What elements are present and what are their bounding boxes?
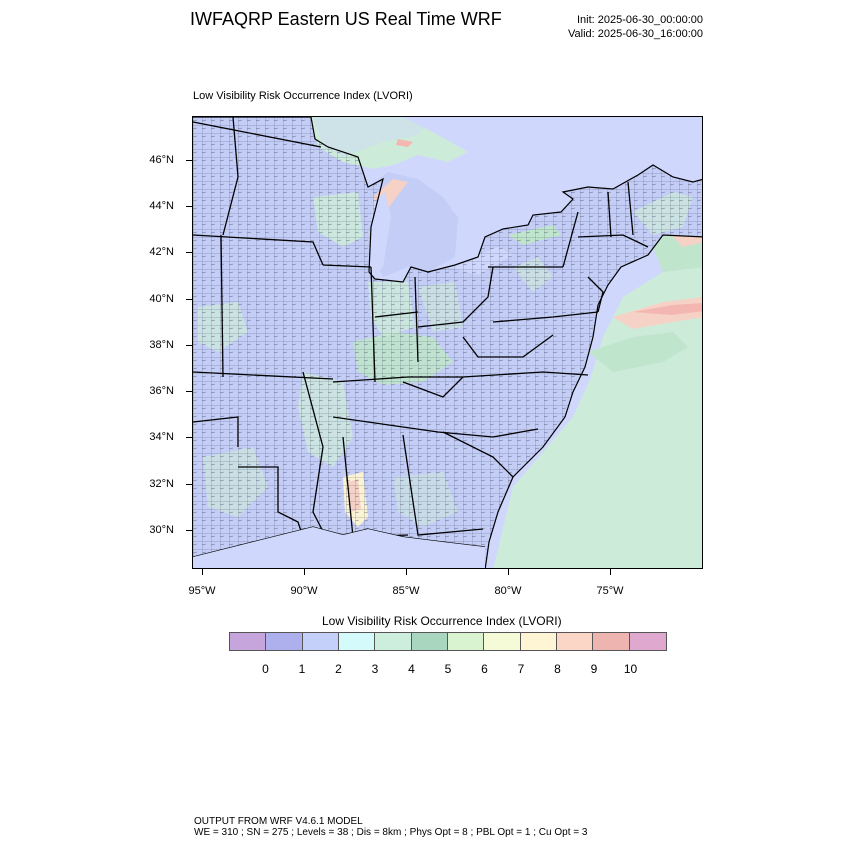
colorbar-cell bbox=[593, 633, 630, 650]
lon-tick bbox=[406, 569, 407, 575]
lat-label: 30°N bbox=[149, 524, 174, 536]
lat-label: 46°N bbox=[149, 154, 174, 166]
colorbar-cell bbox=[629, 633, 666, 650]
colorbar-label: 5 bbox=[444, 662, 452, 676]
colorbar-label: 8 bbox=[554, 662, 561, 676]
lat-tick bbox=[186, 484, 192, 485]
gulf-water bbox=[193, 527, 485, 568]
footer-model-line: OUTPUT FROM WRF V4.6.1 MODEL bbox=[194, 816, 363, 827]
colorbar-cell bbox=[520, 633, 557, 650]
valid-time: Valid: 2025-06-30_16:00:00 bbox=[568, 28, 703, 40]
lat-label: 34°N bbox=[149, 431, 174, 443]
init-time: Init: 2025-06-30_00:00:00 bbox=[577, 14, 703, 26]
lat-tick bbox=[186, 299, 192, 300]
colorbar-cell bbox=[375, 633, 412, 650]
lat-tick bbox=[186, 206, 192, 207]
state-boundaries bbox=[193, 117, 649, 558]
atlantic-high-core bbox=[633, 303, 702, 315]
lon-label: 90°W bbox=[290, 585, 318, 597]
lon-label: 80°W bbox=[494, 585, 522, 597]
coastline bbox=[193, 117, 702, 568]
colorbar-cell bbox=[302, 633, 339, 650]
lon-label: 85°W bbox=[392, 585, 420, 597]
lat-label: 44°N bbox=[149, 200, 174, 212]
lat-label: 42°N bbox=[149, 246, 174, 258]
lon-tick bbox=[304, 569, 305, 575]
lat-tick bbox=[186, 391, 192, 392]
main-title: IWFAQRP Eastern US Real Time WRF bbox=[190, 9, 502, 29]
lat-tick bbox=[186, 160, 192, 161]
colorbar-label: 9 bbox=[590, 662, 598, 676]
lon-label: 75°W bbox=[596, 585, 624, 597]
footer-config-line: WE = 310 ; SN = 275 ; Levels = 38 ; Dis … bbox=[194, 827, 588, 838]
colorbar-cell bbox=[447, 633, 485, 650]
colorbar-cell bbox=[411, 633, 448, 650]
lat-label: 38°N bbox=[149, 339, 174, 351]
map-panel bbox=[192, 116, 703, 569]
map-subtitle: Low Visibility Risk Occurrence Index (LV… bbox=[193, 90, 413, 102]
colorbar-label: 1 bbox=[298, 662, 306, 676]
lat-tick bbox=[186, 437, 192, 438]
atlantic-elevated-patch bbox=[588, 332, 688, 372]
map-svg bbox=[193, 117, 702, 568]
lat-label: 36°N bbox=[149, 385, 174, 397]
colorbar-label: 4 bbox=[408, 662, 415, 676]
lon-tick bbox=[508, 569, 509, 575]
colorbar-title: Low Visibility Risk Occurrence Index (LV… bbox=[322, 614, 562, 628]
lat-tick bbox=[186, 252, 192, 253]
lake-superior bbox=[313, 117, 433, 157]
colorbar-label: 7 bbox=[517, 662, 525, 676]
colorbar-label: 3 bbox=[371, 662, 379, 676]
colorbar-label: 10 bbox=[623, 662, 638, 676]
upper-michigan-high bbox=[396, 139, 413, 147]
colorbar-cell bbox=[484, 633, 521, 650]
lat-label: 32°N bbox=[149, 478, 174, 490]
colorbar-cell bbox=[556, 633, 594, 650]
lon-tick bbox=[610, 569, 611, 575]
lat-tick bbox=[186, 530, 192, 531]
colorbar-cell bbox=[266, 633, 303, 650]
colorbar-cell bbox=[230, 633, 267, 650]
colorbar-cell bbox=[338, 633, 376, 650]
lat-tick bbox=[186, 345, 192, 346]
colorbar-label: 0 bbox=[262, 662, 269, 676]
lon-label: 95°W bbox=[188, 585, 216, 597]
colorbar-label: 6 bbox=[481, 662, 488, 676]
colorbar-label: 2 bbox=[335, 662, 342, 676]
lat-label: 40°N bbox=[149, 293, 174, 305]
lake-huron bbox=[433, 172, 498, 227]
lon-tick bbox=[202, 569, 203, 575]
colorbar bbox=[229, 632, 667, 651]
